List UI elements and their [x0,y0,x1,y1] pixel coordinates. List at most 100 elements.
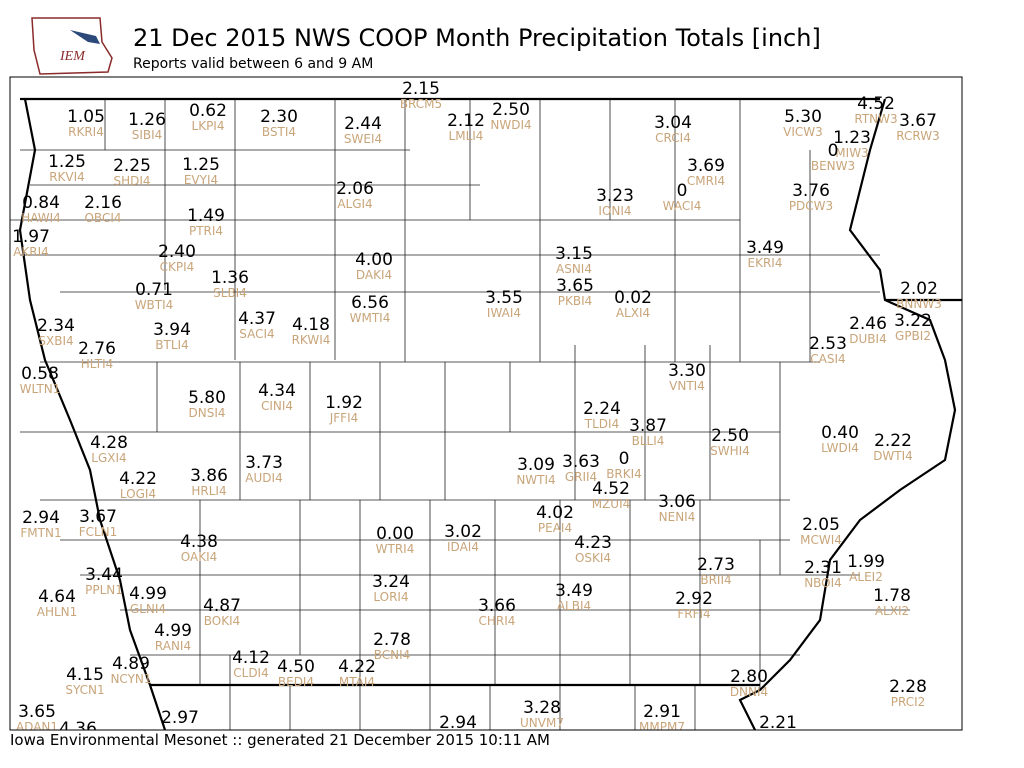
station-value: 4.02 [536,503,574,523]
station-value: 6.56 [351,293,389,313]
station-id: RKVI4 [49,170,85,184]
station-value: 1.25 [182,155,220,175]
footer: Iowa Environmental Mesonet :: generated … [10,731,550,749]
station-value: 4.18 [292,315,330,335]
station-value: 2.05 [802,515,840,535]
station-id: CMRI4 [687,174,725,188]
station-id: BSTI4 [262,125,296,139]
station-value: 3.94 [153,320,191,340]
station-value: 0.58 [21,364,59,384]
station-value: 4.87 [203,596,241,616]
station-value: 3.44 [85,565,123,585]
station-value: 0.62 [189,101,227,121]
station-value: 2.97 [161,708,199,728]
station-id: CINI4 [261,399,293,413]
station-id: LGXI4 [91,451,126,465]
station-id: EKRI4 [748,256,783,270]
station-value: 0.40 [821,423,859,443]
station-id: RTNW3 [854,112,897,126]
station-id: VICW3 [783,125,823,139]
station-value: 1.97 [12,227,50,247]
station-value: 4.38 [180,532,218,552]
station-id: SWHI4 [710,444,750,458]
station-value: 3.24 [372,572,410,592]
county-lines [10,99,910,730]
station-value: 2.94 [22,508,60,528]
station-id: SLBI4 [213,286,247,300]
station-id: AKRI4 [13,245,49,259]
station-id: DWTI4 [873,449,913,463]
station-value: 4.64 [38,587,76,607]
station-id: WACI4 [663,199,702,213]
station-id: UNVM7 [520,716,564,730]
station-value: 2.16 [84,193,122,213]
station-value: 3.28 [523,698,561,718]
station-id: PTRI4 [189,224,223,238]
station-id: ASNI4 [556,262,592,276]
station-id: LWDI4 [821,441,859,455]
station-id: FMTN1 [20,526,61,540]
station-value: 2.15 [402,79,440,99]
station-value: 3.67 [79,507,117,527]
station-id: ALXI2 [875,604,909,618]
station-value: 2.76 [78,339,116,359]
station-value: 2.46 [849,314,887,334]
station-value: 3.63 [562,452,600,472]
station-value: 2.92 [675,589,713,609]
station-value: 0 [619,449,630,469]
station-value: 1.78 [873,586,911,606]
station-value: 1.36 [211,268,249,288]
station-value: 2.02 [900,279,938,299]
station-value: 2.21 [759,713,797,733]
station-value: 4.22 [119,469,157,489]
station-value: 1.23 [833,128,871,148]
station-id: DUBI4 [849,332,886,346]
station-value: 4.52 [592,479,630,499]
station-id: MMPM7 [639,720,685,734]
station-id: EVYI4 [184,173,218,187]
station-value: 2.12 [447,111,485,131]
station-value: 0.02 [614,288,652,308]
station-id: BCNI4 [374,648,411,662]
station-value: 4.52 [857,94,895,114]
station-value: 3.65 [18,702,56,722]
station-id: ADAN1 [16,720,58,734]
map-frame [9,76,963,731]
station-value: 1.05 [67,107,105,127]
station-value: 2.53 [809,334,847,354]
station-id: NENI4 [659,510,696,524]
station-value: 3.87 [629,416,667,436]
station-id: MZUI4 [592,497,631,511]
station-id: SWEI4 [344,132,382,146]
station-value: 0.84 [22,193,60,213]
station-value: 4.22 [338,657,376,677]
station-value: 3.69 [687,156,725,176]
station-value: 0.71 [135,280,173,300]
station-value: 4.37 [238,309,276,329]
station-id: FCLN1 [79,525,118,539]
station-id: AHLN1 [37,605,78,619]
station-value: 3.30 [668,361,706,381]
station-id: HRLI4 [191,484,226,498]
station-id: SHDI4 [113,174,150,188]
station-value: 4.36 [59,719,97,739]
station-id: RKRI4 [68,125,104,139]
station-value: 2.44 [344,114,382,134]
station-id: NWDI4 [490,118,531,132]
station-value: 4.15 [66,665,104,685]
station-id: MCWI4 [800,533,842,547]
station-value: 2.50 [711,426,749,446]
station-id: LORI4 [373,590,408,604]
station-id: ALBI4 [557,599,591,613]
station-value: 3.09 [517,455,555,475]
station-id: SXBI4 [38,334,73,348]
station-id: BEDI4 [278,675,314,689]
station-value: 4.50 [277,657,315,677]
station-id: PKBI4 [558,294,593,308]
station-value: 4.28 [90,433,128,453]
station-id: NCYN1 [110,672,151,686]
station-value: 4.34 [258,381,296,401]
station-id: RANI4 [155,639,191,653]
